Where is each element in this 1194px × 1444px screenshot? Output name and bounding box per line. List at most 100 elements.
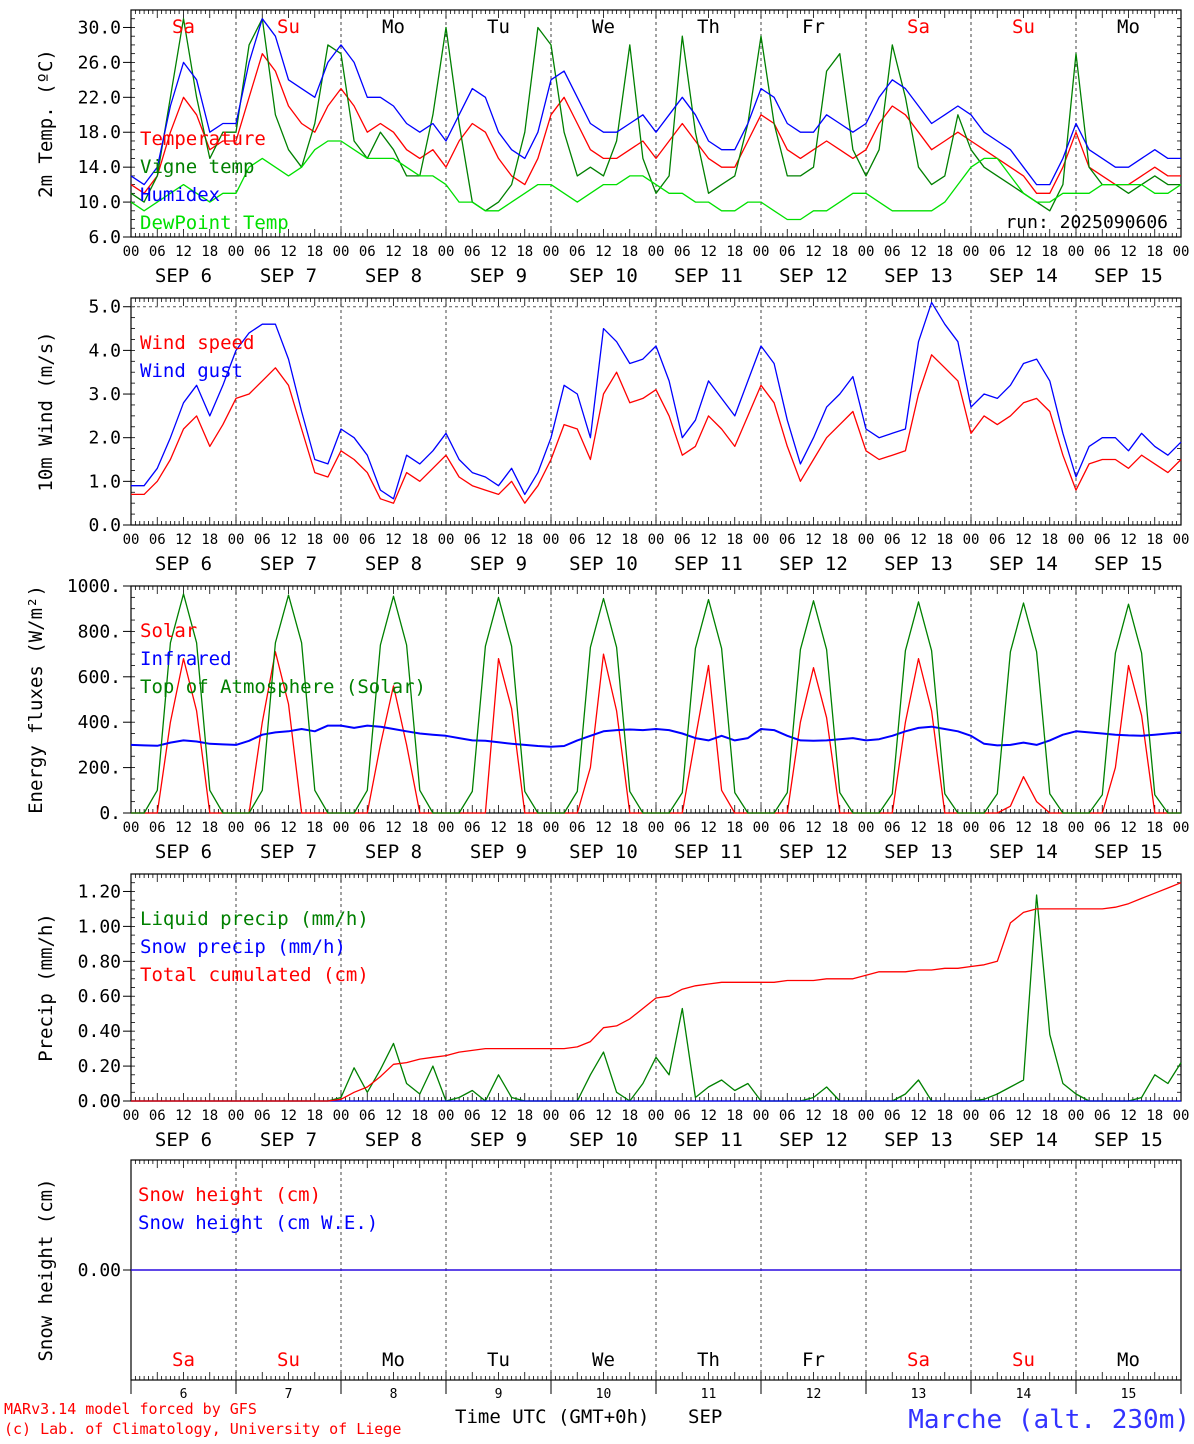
date-label: SEP 9 xyxy=(470,553,527,575)
y-axis-label: Precip (mm/h) xyxy=(35,913,57,1062)
hour-tick-label: 00 xyxy=(333,820,350,836)
weekday-label: We xyxy=(592,16,615,38)
y-tick-label: 400. xyxy=(78,712,121,733)
hour-tick-label: 18 xyxy=(621,244,638,260)
weekday-label: Su xyxy=(1012,16,1035,38)
hour-tick-label: 12 xyxy=(910,1108,927,1124)
date-label: SEP 13 xyxy=(884,553,953,575)
series-line-wind-gust xyxy=(131,301,1182,500)
weekday-label: Fr xyxy=(802,16,825,38)
hour-tick-label: 00 xyxy=(123,820,140,836)
legend-entry: Snow height (cm) xyxy=(138,1184,321,1206)
weekday-label: Mo xyxy=(382,1349,405,1371)
date-label: SEP 7 xyxy=(260,265,317,287)
hour-tick-label: 18 xyxy=(831,1108,848,1124)
day-number: 11 xyxy=(701,1387,717,1402)
hour-tick-label: 00 xyxy=(1173,244,1190,260)
series-line-temperature xyxy=(130,53,1181,194)
hour-tick-label: 06 xyxy=(884,1108,901,1124)
hour-tick-label: 06 xyxy=(254,1108,271,1124)
y-tick-label: 0.00 xyxy=(78,1260,121,1281)
hour-tick-label: 00 xyxy=(543,532,560,548)
hour-tick-label: 18 xyxy=(201,820,218,836)
hour-tick-label: 00 xyxy=(858,820,875,836)
lab-credit: (c) Lab. of Climatology, University of L… xyxy=(4,1420,401,1438)
x-axis-label: Time UTC (GMT+0h) xyxy=(455,1406,649,1428)
hour-tick-label: 00 xyxy=(753,532,770,548)
day-number: 7 xyxy=(285,1387,293,1402)
day-number: 8 xyxy=(390,1387,398,1402)
hour-tick-label: 12 xyxy=(700,244,717,260)
date-label: SEP 11 xyxy=(674,265,743,287)
hour-tick-label: 18 xyxy=(1041,820,1058,836)
weekday-label: Th xyxy=(697,1349,720,1371)
date-label: SEP 14 xyxy=(989,841,1058,863)
hour-tick-label: 06 xyxy=(569,820,586,836)
hour-tick-label: 18 xyxy=(516,244,533,260)
hour-tick-label: 18 xyxy=(306,820,323,836)
legend-entry: Vigne temp xyxy=(140,156,254,178)
hour-tick-label: 06 xyxy=(254,532,271,548)
y-axis-label: 2m Temp. (ºC) xyxy=(35,49,57,198)
hour-tick-label: 00 xyxy=(543,244,560,260)
hour-tick-label: 06 xyxy=(464,820,481,836)
hour-tick-label: 12 xyxy=(1120,244,1137,260)
hour-tick-label: 18 xyxy=(936,244,953,260)
hour-tick-label: 12 xyxy=(910,244,927,260)
hour-tick-label: 00 xyxy=(648,820,665,836)
hour-tick-label: 12 xyxy=(595,820,612,836)
hour-tick-label: 18 xyxy=(936,820,953,836)
series-line-vigne-temp xyxy=(130,18,1181,212)
y-tick-label: 0.20 xyxy=(78,1056,121,1077)
panel-3: 0. 200. 400. 600. 800. 1000. Energy fluxes (W/… xyxy=(25,576,1189,863)
hour-tick-label: 18 xyxy=(831,244,848,260)
series-line-wind-speed xyxy=(131,354,1182,504)
hour-tick-label: 00 xyxy=(963,244,980,260)
hour-tick-label: 00 xyxy=(648,1108,665,1124)
hour-tick-label: 06 xyxy=(464,1108,481,1124)
date-label: SEP 12 xyxy=(779,553,848,575)
date-label: SEP 14 xyxy=(989,553,1058,575)
hour-tick-label: 00 xyxy=(858,1108,875,1124)
hour-tick-label: 18 xyxy=(1146,1108,1163,1124)
date-label: SEP 14 xyxy=(989,1129,1058,1151)
date-label: SEP 8 xyxy=(365,841,422,863)
date-label: SEP 7 xyxy=(260,553,317,575)
hour-tick-label: 06 xyxy=(359,820,376,836)
y-tick-label: 30.0 xyxy=(78,17,121,38)
hour-tick-label: 12 xyxy=(595,1108,612,1124)
weekday-label: We xyxy=(592,1349,615,1371)
hour-tick-label: 06 xyxy=(779,532,796,548)
hour-tick-label: 00 xyxy=(963,820,980,836)
hour-tick-label: 06 xyxy=(989,244,1006,260)
hour-tick-label: 18 xyxy=(621,1108,638,1124)
y-tick-label: 18.0 xyxy=(78,122,121,143)
y-tick-label: 10.0 xyxy=(78,192,121,213)
hour-tick-label: 12 xyxy=(805,532,822,548)
day-number: 14 xyxy=(1016,1387,1032,1402)
hour-tick-label: 00 xyxy=(228,244,245,260)
hour-tick-label: 06 xyxy=(149,820,166,836)
date-label: SEP 8 xyxy=(365,265,422,287)
y-axis-label: Energy fluxes (W/m²) xyxy=(25,585,47,814)
hour-tick-label: 18 xyxy=(411,532,428,548)
hour-tick-label: 06 xyxy=(569,1108,586,1124)
hour-tick-label: 06 xyxy=(254,820,271,836)
date-label: SEP 13 xyxy=(884,1129,953,1151)
hour-tick-label: 06 xyxy=(989,1108,1006,1124)
date-label: SEP 9 xyxy=(470,841,527,863)
hour-tick-label: 06 xyxy=(464,532,481,548)
hour-tick-label: 06 xyxy=(149,1108,166,1124)
hour-tick-label: 06 xyxy=(1094,1108,1111,1124)
hour-tick-label: 00 xyxy=(438,1108,455,1124)
y-tick-label: 4.0 xyxy=(88,340,121,361)
weekday-label: Th xyxy=(697,16,720,38)
legend-entry: Snow height (cm W.E.) xyxy=(138,1212,378,1234)
date-label: SEP 6 xyxy=(155,553,212,575)
station-title: Marche (alt. 230m) xyxy=(908,1405,1190,1435)
series-line-total-cumulated-cm- xyxy=(131,882,1182,1102)
hour-tick-label: 12 xyxy=(280,532,297,548)
date-label: SEP 11 xyxy=(674,1129,743,1151)
hour-tick-label: 12 xyxy=(805,1108,822,1124)
